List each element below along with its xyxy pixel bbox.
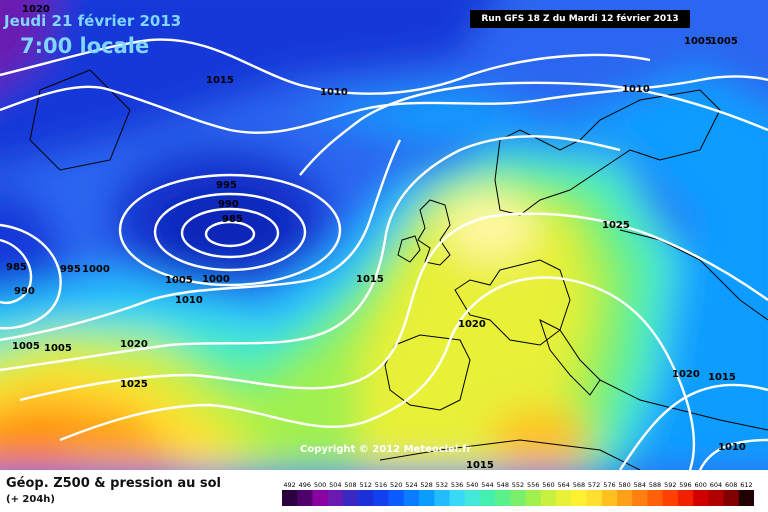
legend-tick-label: 524 <box>405 481 417 489</box>
isobar-label: 1020 <box>120 339 148 350</box>
legend-tick-label: 492 <box>283 481 295 489</box>
isobar-label: 1015 <box>206 75 234 86</box>
isobar-label: 1000 <box>202 274 230 285</box>
legend-swatch <box>282 490 298 506</box>
legend-swatch <box>662 490 679 506</box>
color-scale-legend: 492 496 500 504 508 512 516 520 524 528 532 536 540 5… <box>282 481 754 506</box>
forecast-time: 7:00 locale <box>20 34 150 58</box>
legend-swatch <box>297 490 313 506</box>
legend-tick-label: 508 <box>344 481 356 489</box>
isobar-label: 1005 <box>12 341 40 352</box>
legend-tick-label: 612 <box>740 481 752 489</box>
legend-tick-label: 588 <box>649 481 661 489</box>
legend-tick-label: 532 <box>436 481 448 489</box>
isobar-label: 985 <box>6 262 27 273</box>
isobar-label: 1000 <box>82 264 110 275</box>
legend-tick-label: 560 <box>542 481 554 489</box>
isobar-label: 1025 <box>120 379 148 390</box>
isobar-label: 1005 <box>710 36 738 47</box>
legend-swatch <box>632 490 648 506</box>
model-run-label: Run GFS 18 Z du Mardi 12 février 2013 <box>470 10 690 28</box>
legend-tick-label: 572 <box>588 481 600 489</box>
legend-tick-label: 608 <box>725 481 737 489</box>
legend-swatch <box>556 490 572 506</box>
legend-swatch <box>403 490 420 506</box>
legend-swatch <box>586 490 602 506</box>
legend-swatch <box>525 490 542 506</box>
isobar-label: 1020 <box>672 369 700 380</box>
legend-tick-label: 516 <box>375 481 387 489</box>
legend-tick-label: 520 <box>390 481 402 489</box>
legend-tick-label: 564 <box>557 481 569 489</box>
isobar-label: 1020 <box>458 319 486 330</box>
legend-tick-label: 536 <box>451 481 463 489</box>
legend-swatch <box>617 490 633 506</box>
isobar-label: 1015 <box>708 372 736 383</box>
legend-swatch <box>342 490 359 506</box>
legend-tick-label: 548 <box>497 481 509 489</box>
legend-tick-label: 528 <box>420 481 432 489</box>
legend-tick-label: 552 <box>512 481 524 489</box>
isobar-label: 995 <box>216 180 237 191</box>
legend-tick-label: 504 <box>329 481 341 489</box>
legend-swatch <box>464 490 481 506</box>
legend-tick-label: 584 <box>634 481 646 489</box>
legend-swatch <box>327 490 344 506</box>
legend-swatch <box>449 490 465 506</box>
legend-swatch <box>419 490 435 506</box>
legend-tick-label: 600 <box>694 481 706 489</box>
legend-swatch <box>647 490 663 506</box>
isobar-label: 1005 <box>165 275 193 286</box>
legend-swatch <box>510 490 526 506</box>
forecast-lead-time: (+ 204h) <box>6 494 55 505</box>
legend-tick-label: 496 <box>299 481 311 489</box>
isobar-label: 1015 <box>466 460 494 470</box>
isobar-label: 1005 <box>684 36 712 47</box>
legend-tick-label: 500 <box>314 481 326 489</box>
legend-swatch <box>540 490 557 506</box>
legend-swatch <box>738 490 754 506</box>
forecast-date: Jeudi 21 février 2013 <box>4 12 182 30</box>
legend-tick-label: 556 <box>527 481 539 489</box>
isobar-label: 990 <box>14 286 35 297</box>
isobar-label: 1010 <box>718 442 746 453</box>
isobar-label: 1020 <box>22 4 50 15</box>
isobar-label: 1015 <box>356 274 384 285</box>
isobar-label: 990 <box>218 199 239 210</box>
legend-swatch <box>708 490 724 506</box>
copyright-text: Copyright © 2012 Meteociel.fr <box>300 444 472 455</box>
legend-tick-label: 596 <box>679 481 691 489</box>
legend-swatch <box>312 490 328 506</box>
legend-tick-label: 540 <box>466 481 478 489</box>
isobar-label: 1005 <box>44 343 72 354</box>
legend-tick-label: 568 <box>573 481 585 489</box>
legend-swatch <box>434 490 450 506</box>
legend-swatch <box>693 490 709 506</box>
legend-swatch <box>495 490 511 506</box>
isobar-label: 995 <box>60 264 81 275</box>
isobar-label: 1010 <box>622 84 650 95</box>
isobar-label: 1010 <box>320 87 348 98</box>
legend-swatch <box>723 490 739 506</box>
map-title: Géop. Z500 & pression au sol <box>6 476 221 491</box>
legend-swatch <box>677 490 694 506</box>
weather-map: 1020 1015 1010 995 990 985 1000 1005 985… <box>0 0 768 470</box>
legend-swatch <box>388 490 405 506</box>
legend-tick-label: 544 <box>481 481 493 489</box>
legend-tick-label: 592 <box>664 481 676 489</box>
legend-swatch <box>479 490 496 506</box>
isobar-label: 1010 <box>175 295 203 306</box>
legend-tick-label: 580 <box>618 481 630 489</box>
legend-tick-label: 512 <box>359 481 371 489</box>
legend-swatch <box>601 490 618 506</box>
legend-tick-label: 576 <box>603 481 615 489</box>
isobar-label: 985 <box>222 214 243 225</box>
isobar-label: 1025 <box>602 220 630 231</box>
legend-tick-label: 604 <box>710 481 722 489</box>
legend-swatch <box>373 490 389 506</box>
legend-swatch <box>571 490 587 506</box>
legend-swatch <box>358 490 374 506</box>
